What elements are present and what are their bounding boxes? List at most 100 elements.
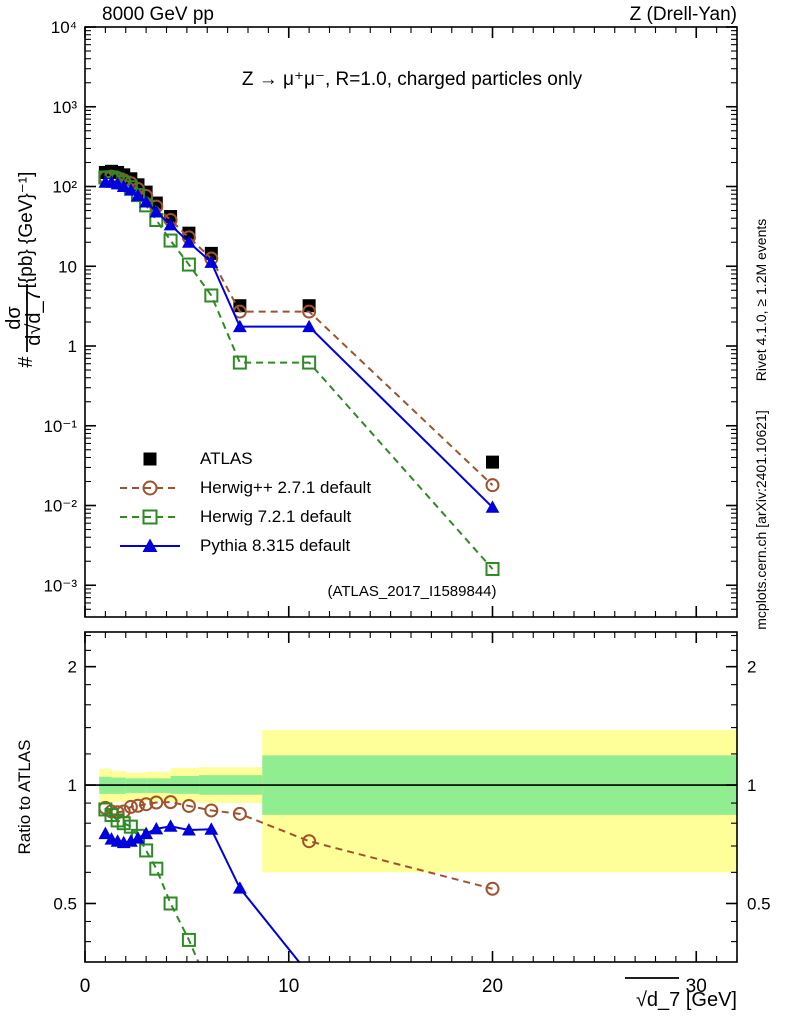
ratio-y-tick-label-right: 2 [747, 658, 756, 677]
main-y-tick-label: 10 [58, 257, 77, 276]
legend-label: ATLAS [200, 449, 253, 468]
legend-entry-3[interactable] [120, 538, 180, 552]
main-y-tick-label: 10⁻² [43, 497, 77, 516]
data-marker [182, 823, 196, 836]
data-marker [139, 797, 154, 812]
data-marker [232, 355, 247, 370]
x-tick-label: 10 [278, 976, 299, 997]
data-marker [139, 843, 154, 858]
data-marker [485, 561, 500, 576]
series-3 [98, 175, 500, 513]
main-y-tick-label: 10⁻³ [43, 576, 77, 595]
data-marker [204, 288, 219, 303]
data-marker [116, 816, 131, 831]
data-marker [130, 798, 145, 813]
ratio-series [98, 795, 500, 962]
main-watermark: (ATLAS_2017_I1589844) [327, 583, 496, 600]
ylabel-units: [{pb} {GeV}⁻¹] [16, 172, 37, 289]
ratio-y-tick-label: 1 [68, 776, 77, 795]
legend-entry-0[interactable] [143, 452, 157, 466]
data-marker [142, 509, 158, 525]
main-title: Z → μ⁺μ⁻, R=1.0, charged particles only [242, 69, 583, 90]
x-tick-label: 30 [686, 976, 707, 997]
x-axis-labels: 0 10 20 30√d_7 [GeV] [80, 976, 737, 1011]
data-marker [163, 795, 178, 810]
main-y-tick-label: 10⁻¹ [43, 417, 77, 436]
data-marker [232, 806, 247, 821]
analysis-id-watermark: (ATLAS_2017_I1589844) [327, 583, 496, 600]
side-note-mcplots: mcplots.cern.ch [arXiv:2401.10621] [753, 410, 769, 629]
ylabel-hash: # [15, 356, 37, 368]
legend-label: Herwig 7.2.1 default [200, 507, 351, 526]
data-marker [302, 304, 317, 319]
data-marker [182, 226, 196, 240]
plot-title: Z → μ⁺μ⁻, R=1.0, charged particles only [242, 69, 583, 90]
data-marker [485, 881, 500, 896]
data-marker [116, 179, 131, 193]
main-y-axis-ticks: 10⁴ 10³ 10² 10 1 10⁻¹ 10⁻² 10⁻³ [43, 18, 737, 610]
data-marker [131, 188, 145, 202]
data-marker [204, 255, 219, 268]
ratio-panel-frame-ticks: 2 2 1 1 0.5 0.5 [53, 631, 771, 963]
data-marker [163, 233, 178, 248]
data-marker [149, 795, 164, 810]
data-marker [149, 861, 164, 876]
data-marker [302, 319, 317, 333]
data-marker [149, 205, 164, 218]
x-axis-label: √d_7 [GeV] [636, 989, 737, 1011]
data-marker [204, 822, 219, 835]
data-marker [123, 819, 138, 834]
data-marker [486, 455, 499, 469]
main-panel [84, 26, 738, 618]
x-tick-label: 20 [482, 976, 503, 997]
header-right-label: Z (Drell-Yan) [630, 4, 737, 25]
main-series [98, 164, 500, 576]
ratio-y-tick-label: 0.5 [53, 894, 77, 913]
data-marker [131, 831, 145, 844]
main-plot-area [85, 27, 737, 617]
data-marker [485, 500, 500, 513]
data-marker [302, 355, 317, 370]
legend-entry-2[interactable] [120, 509, 180, 525]
side-notes: Rivet 4.1.0, ≥ 1.2M events mcplots.cern.c… [753, 219, 769, 630]
data-marker [142, 480, 158, 496]
ratio-y-tick-label: 2 [68, 658, 77, 677]
legend-label: Herwig++ 2.7.1 default [200, 478, 371, 497]
data-marker [143, 452, 157, 466]
data-marker [302, 834, 317, 849]
data-marker [164, 210, 178, 224]
data-marker [139, 826, 154, 840]
legend-entry-1[interactable] [120, 480, 180, 496]
ratio-series-0 [98, 795, 500, 896]
main-legend: ATLAS Herwig++ 2.7.1 default Herwig 7.2.1 … [120, 449, 371, 555]
legend-label: Pythia 8.315 default [200, 536, 351, 555]
data-marker [485, 478, 500, 493]
ratio-series-2 [98, 819, 301, 962]
data-marker [142, 538, 158, 552]
ratio-y-tick-label-right: 1 [747, 776, 756, 795]
data-marker [181, 932, 196, 947]
main-y-tick-label: 10³ [52, 98, 77, 117]
main-x-axis-ticks [84, 27, 738, 617]
data-marker [181, 798, 196, 813]
data-marker [123, 183, 138, 196]
data-marker [163, 819, 178, 832]
data-marker [123, 799, 138, 814]
main-y-tick-label: 1 [68, 337, 77, 356]
data-marker [149, 821, 164, 835]
main-y-tick-label: 10² [52, 178, 77, 197]
main-y-tick-label: 10⁴ [51, 18, 77, 37]
ylabel-denominator: d√d_7 [23, 290, 45, 345]
data-marker [163, 218, 178, 231]
x-tick-label: 0 [80, 976, 91, 997]
ylabel-numerator: dσ [3, 306, 25, 330]
data-marker [181, 257, 196, 272]
plot-header: 8000 GeV pp Z (Drell-Yan) [102, 4, 737, 25]
data-marker [232, 881, 247, 894]
data-marker [98, 826, 113, 840]
data-marker [139, 195, 154, 208]
data-marker [204, 803, 219, 818]
data-marker [182, 235, 196, 248]
